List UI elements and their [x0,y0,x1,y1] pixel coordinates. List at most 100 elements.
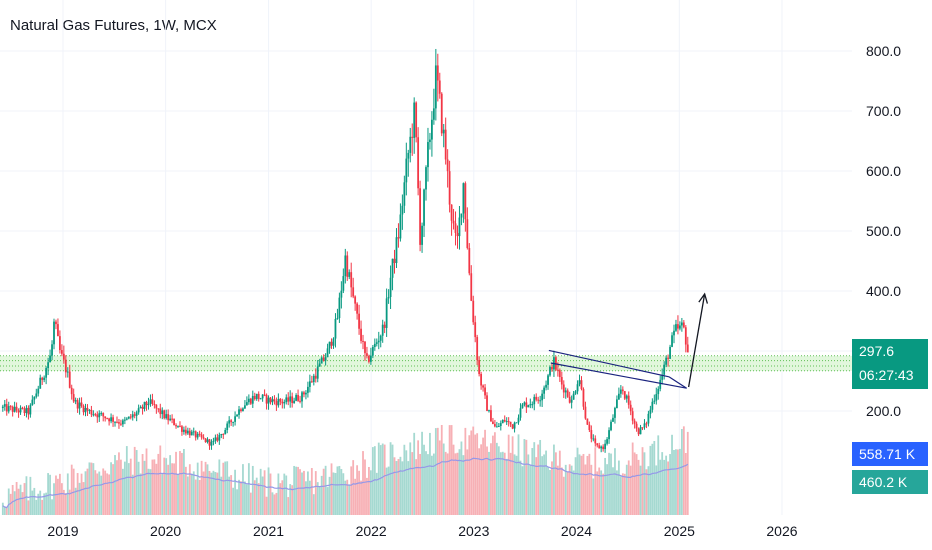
volume-bar [157,453,160,515]
volume-bar [497,446,500,515]
candle-body [116,421,118,423]
volume-bar [389,442,392,515]
candle-body [377,340,380,343]
candle-body [47,362,49,369]
candle-body [608,430,610,440]
projection-arrow-line [687,293,706,388]
candle-body [100,413,103,415]
candle-body [11,406,14,412]
candle-body [186,430,189,434]
candle-body [78,402,81,409]
candle-body [659,379,662,389]
volume-bar [147,468,150,515]
candle-body [389,277,392,298]
volume-bar [578,454,581,515]
candle-body [68,371,71,388]
candle-body [409,136,412,153]
volume-bar [255,477,258,515]
volume-bar [393,457,396,515]
candle-body [192,431,195,433]
volume-bar [596,471,599,515]
candle-body [303,392,305,395]
candle-body [413,102,416,138]
volume-bar [608,452,610,515]
candle-body [228,420,231,424]
volume-bar [533,442,536,515]
volume-bar [614,448,616,515]
candle-body [653,400,656,402]
candle-body [383,324,386,328]
volume-bar [220,476,223,515]
candle-body [198,433,201,435]
volume-ma-badge: 558.71 K [852,442,928,466]
candle-body [488,410,490,412]
volume-bar [271,492,274,515]
volume-bar [257,483,260,515]
candle-body [257,393,260,399]
candle-body [114,421,116,423]
volume-bar [194,479,197,515]
volume-bar [249,492,252,515]
candle-body [432,108,435,120]
volume-bar [446,453,449,515]
candle-body [515,422,518,424]
candle-body [183,429,185,432]
candle-body [190,431,193,436]
candle-body [188,430,191,436]
candle-body [401,205,404,215]
candle-body [247,398,250,403]
candle-body [669,346,671,359]
candle-body [458,217,461,237]
volume-bar [175,451,177,515]
candle-body [568,396,571,403]
volume-bar [348,484,351,515]
volume-bar [275,492,278,515]
volume-bar [344,480,347,515]
candle-body [88,409,91,411]
candle-body [464,183,467,220]
volume-bar [169,455,172,515]
candle-body [438,80,441,94]
candle-body [127,416,130,419]
volume-bar [629,465,632,515]
candle-body [647,413,650,424]
candle-body [539,400,542,402]
volume-bar [188,464,191,515]
candle-body [619,389,622,394]
candle-body [350,272,353,288]
candle-body [287,397,290,402]
candle-body [562,384,565,393]
volume-bar [460,441,463,515]
volume-bar [434,428,437,515]
volume-bar [562,476,565,515]
candle-body [1,406,4,408]
candle-body [429,139,431,143]
volume-bar [228,476,231,515]
candle-body [513,422,516,429]
x-tick-label: 2023 [458,523,489,539]
candle-body [322,357,325,361]
volume-bar [163,457,166,515]
candle-body [25,407,28,414]
candle-body [610,421,612,431]
volume-bar [452,444,455,515]
candle-body [255,393,258,400]
candle-body [572,393,575,400]
volume-bar [204,461,207,515]
candle-body [314,375,317,379]
candle-body [161,410,164,415]
candle-body [334,318,337,339]
candle-body [633,420,636,424]
candle-body [543,387,545,394]
volume-bar [51,499,53,515]
volume-bar [381,443,384,515]
volume-bar [594,447,597,515]
candle-body [214,437,217,441]
volume-bar [208,470,211,515]
candle-body [238,409,240,415]
volume-bar [334,472,337,515]
volume-bar [356,465,359,515]
candle-body [635,423,638,429]
candle-body [96,414,99,418]
